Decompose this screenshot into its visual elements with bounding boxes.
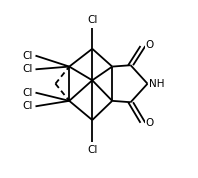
Text: Cl: Cl [23,51,33,61]
Text: O: O [145,119,153,129]
Text: NH: NH [149,79,165,89]
Text: Cl: Cl [87,145,97,155]
Text: Cl: Cl [23,64,33,74]
Text: Cl: Cl [87,15,97,25]
Text: Cl: Cl [23,101,33,111]
Text: O: O [145,40,153,50]
Text: Cl: Cl [23,88,33,98]
